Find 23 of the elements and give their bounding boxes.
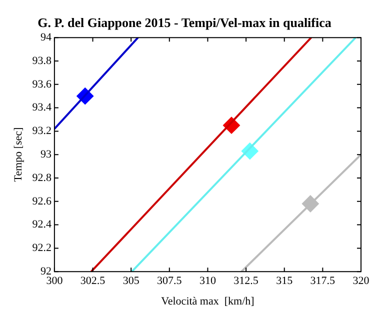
y-tick-label: 92 xyxy=(40,265,52,278)
x-tick-label: 317.5 xyxy=(310,275,336,288)
x-tick-label: 320 xyxy=(352,275,370,288)
chart-title: G. P. del Giappone 2015 - Tempi/Vel-max in qualifica xyxy=(38,15,332,30)
y-tick-label: 93.6 xyxy=(32,78,52,90)
y-tick-label: 92.6 xyxy=(32,195,52,208)
y-tick-label: 93.4 xyxy=(32,102,52,114)
y-axis-title: Tempo [sec] xyxy=(12,127,24,182)
x-tick-label: 307.5 xyxy=(157,275,182,288)
x-tick-label: 312.5 xyxy=(234,275,259,288)
y-tick-label: 93.2 xyxy=(32,125,52,138)
x-tick-label: 315 xyxy=(276,275,294,288)
y-tick-label: 94 xyxy=(40,31,52,44)
y-tick-label: 93.8 xyxy=(32,54,52,67)
x-tick-label: 310 xyxy=(199,275,216,288)
y-tick-label: 92.2 xyxy=(32,242,52,254)
y-tick-label: 92.4 xyxy=(32,218,52,231)
x-tick-label: 302.5 xyxy=(80,275,106,288)
y-tick-label: 93 xyxy=(40,148,52,160)
x-tick-label: 305 xyxy=(122,275,140,288)
x-axis-title: Velocità max [km/h] xyxy=(161,295,254,308)
x-tick-label: 300 xyxy=(46,275,64,288)
y-tick-label: 92.8 xyxy=(32,172,52,184)
